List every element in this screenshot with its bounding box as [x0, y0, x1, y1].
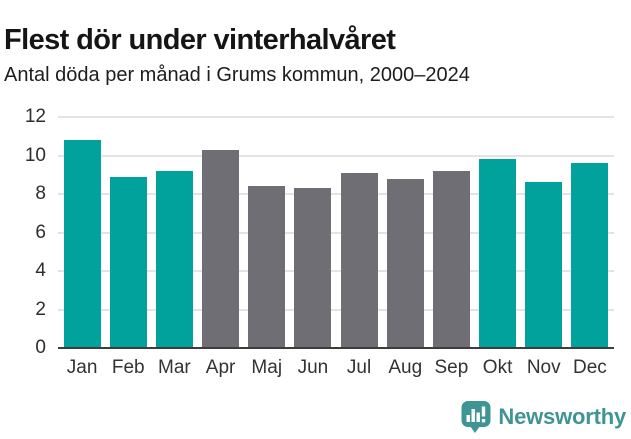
x-axis-tick-label-mar: Mar	[158, 357, 191, 378]
x-axis-tick-label-aug: Aug	[388, 357, 423, 378]
chart-subtitle: Antal döda per månad i Grums kommun, 200…	[4, 64, 470, 86]
y-axis-tick-label-10: 10	[24, 144, 46, 166]
x-axis-tick-label-nov: Nov	[526, 357, 561, 378]
plot-area: 0 2 4 6 8 10 12 Jan Feb Mar Apr Maj Jun Jul Aug Sep Okt N…	[25, 106, 614, 378]
gridline-y-6	[58, 231, 614, 234]
bar-jul	[340, 172, 378, 348]
bar-jun	[294, 188, 332, 348]
newsworthy-logo-text: Newsworthy	[498, 404, 626, 429]
x-axis-tick-label-okt: Okt	[482, 357, 513, 378]
bar-okt	[479, 159, 517, 348]
gridline-y-10	[58, 154, 614, 157]
bar-chart-speech-bubble-icon	[461, 400, 491, 434]
x-axis-line	[58, 347, 614, 349]
x-axis-tick-label-jun: Jun	[297, 357, 329, 378]
x-axis-tick-label-feb: Feb	[111, 357, 145, 378]
bar-dec	[571, 163, 609, 348]
gridline-y-12	[58, 116, 614, 118]
x-axis-tick-label-jan: Jan	[66, 357, 98, 378]
x-axis-tick-label-maj: Maj	[251, 357, 283, 378]
bar-nov	[525, 182, 563, 348]
y-axis-tick-label-6: 6	[35, 221, 46, 243]
bar-aug	[386, 178, 424, 348]
gridline-y-2	[58, 308, 614, 311]
y-axis-tick-label-0: 0	[35, 337, 46, 358]
x-axis-tick-label-apr: Apr	[205, 357, 236, 378]
y-axis-tick-label-8: 8	[35, 183, 46, 204]
bar-jan	[63, 140, 101, 348]
bar-maj	[248, 186, 286, 348]
bar-mar	[155, 170, 193, 348]
y-axis-tick-label-12: 12	[24, 106, 46, 127]
bar-sep	[432, 170, 470, 348]
x-axis-tick-label-dec: Dec	[573, 357, 607, 378]
gridline-y-4	[58, 270, 614, 272]
newsworthy-logo[interactable]: Newsworthy	[461, 399, 626, 435]
y-axis-tick-label-2: 2	[35, 298, 46, 320]
bar-feb	[109, 176, 147, 348]
x-axis-tick-label-jul: Jul	[346, 357, 372, 378]
chart-title: Flest dör under vinterhalvåret	[4, 24, 396, 57]
y-axis-tick-label-4: 4	[35, 260, 46, 281]
x-axis-tick-label-sep: Sep	[434, 357, 469, 378]
gridline-y-8	[58, 193, 614, 195]
bar-apr	[202, 149, 240, 348]
